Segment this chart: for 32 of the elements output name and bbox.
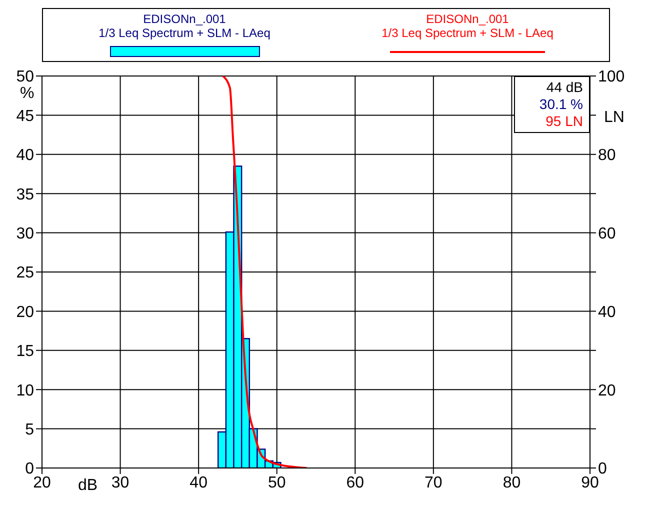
text: EDISONn_.001 1/3 Leq Spectrum + SLM - LAeq xyxy=(98,12,272,40)
y-axis-title: % xyxy=(20,85,34,102)
x-tick-label: 80 xyxy=(502,474,521,492)
annotation: 30.1 % xyxy=(538,96,583,113)
y-tick-label: 45 xyxy=(16,108,34,125)
x-tick-label: 50 xyxy=(268,474,286,492)
y-tick-label: 40 xyxy=(16,147,34,164)
x-axis-title: dB xyxy=(78,477,98,494)
x-tick-label: 60 xyxy=(346,474,364,492)
x-tick-label: 40 xyxy=(190,474,208,492)
y-tick-label: 25 xyxy=(16,264,34,282)
y-tick-label: 15 xyxy=(16,343,34,360)
y-tick-label: 5 xyxy=(25,421,34,438)
x-tick-label: 30 xyxy=(111,474,130,492)
y2-tick-label: 40 xyxy=(598,304,616,321)
y-tick-label: 50 xyxy=(16,68,34,86)
y2-tick-label: 100 xyxy=(598,68,625,86)
y-tick-label: 20 xyxy=(16,304,34,321)
annotation: 44 dB xyxy=(545,79,583,96)
y2-tick-label: 80 xyxy=(598,147,616,164)
annotation: 95 LN xyxy=(544,113,583,130)
y2-tick-label: 0 xyxy=(598,460,607,478)
y-tick-label: 35 xyxy=(16,186,34,204)
y2-axis-title: LN xyxy=(604,109,624,126)
y2-tick-label: 20 xyxy=(598,382,616,400)
x-tick-label: 70 xyxy=(424,474,442,492)
text: EDISONn_.001 1/3 Leq Spectrum + SLM - LAeq xyxy=(380,12,554,40)
y-tick-label: 10 xyxy=(16,382,34,400)
y-tick-label: 0 xyxy=(25,460,34,478)
y-tick-label: 30 xyxy=(16,225,34,242)
y2-tick-label: 60 xyxy=(598,225,616,242)
x-tick-label: 90 xyxy=(581,474,599,492)
